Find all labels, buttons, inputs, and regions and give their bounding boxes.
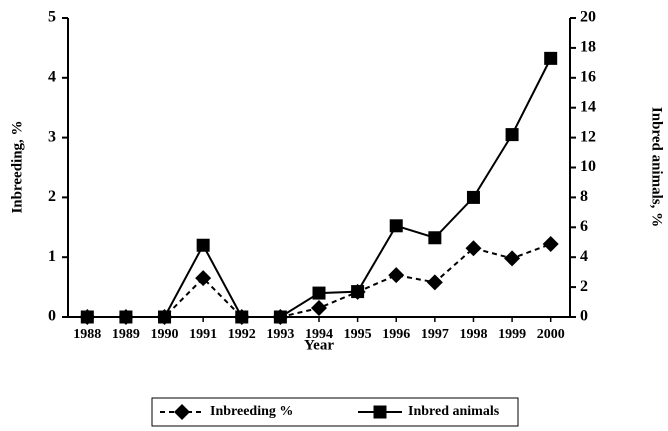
data-point bbox=[465, 240, 482, 257]
data-point bbox=[119, 310, 133, 324]
data-point bbox=[428, 231, 442, 245]
data-point bbox=[80, 310, 94, 324]
x-tick-label: 2000 bbox=[537, 327, 565, 342]
data-point bbox=[505, 128, 519, 142]
x-axis-label: Year bbox=[304, 337, 334, 353]
x-tick-label: 1990 bbox=[151, 327, 179, 342]
series-line bbox=[87, 57, 552, 318]
x-tick-label: 1992 bbox=[228, 327, 256, 342]
data-point bbox=[504, 250, 521, 267]
x-tick-label: 1999 bbox=[498, 327, 526, 342]
y2-tick-label: 2 bbox=[580, 278, 588, 295]
y-tick-label: 1 bbox=[48, 248, 56, 265]
legend-label: Inbreeding % bbox=[210, 404, 293, 419]
y2-tick-label: 10 bbox=[580, 158, 596, 175]
data-point bbox=[542, 236, 559, 253]
data-point bbox=[158, 310, 172, 324]
y2-tick-label: 12 bbox=[580, 128, 596, 145]
data-point bbox=[426, 274, 443, 291]
y2-tick-label: 14 bbox=[580, 98, 596, 115]
x-tick-label: 1997 bbox=[421, 327, 449, 342]
y2-tick-label: 8 bbox=[580, 188, 588, 205]
y-tick-label: 3 bbox=[48, 128, 56, 145]
x-tick-label: 1998 bbox=[459, 327, 487, 342]
x-tick-label: 1996 bbox=[382, 327, 410, 342]
data-point bbox=[466, 190, 480, 204]
x-tick-label: 1991 bbox=[189, 327, 217, 342]
data-point bbox=[235, 310, 249, 324]
x-tick-label: 1988 bbox=[73, 327, 101, 342]
data-point bbox=[195, 270, 212, 287]
data-point bbox=[273, 310, 287, 324]
y2-tick-label: 4 bbox=[580, 248, 588, 265]
x-tick-label: 1995 bbox=[344, 327, 372, 342]
data-point bbox=[311, 300, 327, 317]
y-tick-label: 5 bbox=[48, 9, 56, 26]
y2-tick-label: 0 bbox=[580, 308, 588, 325]
data-point bbox=[351, 285, 365, 299]
x-tick-label: 1994 bbox=[305, 327, 333, 342]
data-point bbox=[389, 219, 403, 233]
data-point bbox=[544, 51, 558, 65]
y2-tick-label: 6 bbox=[580, 218, 588, 235]
legend-marker bbox=[174, 404, 190, 420]
y-tick-label: 0 bbox=[48, 308, 56, 325]
y2-tick-label: 20 bbox=[580, 9, 596, 26]
data-point bbox=[196, 238, 210, 252]
y-axis-label: Inbreeding, % bbox=[9, 120, 25, 213]
y-tick-label: 2 bbox=[48, 188, 56, 205]
legend-marker bbox=[373, 405, 387, 419]
data-point bbox=[312, 286, 326, 300]
x-tick-label: 1993 bbox=[266, 327, 294, 342]
legend-box bbox=[151, 397, 519, 427]
y2-axis-label: Inbred animals, % bbox=[649, 107, 665, 227]
y2-tick-label: 18 bbox=[580, 39, 596, 56]
y-tick-label: 4 bbox=[48, 68, 56, 85]
y2-tick-label: 16 bbox=[580, 68, 596, 85]
legend-label: Inbred animals bbox=[408, 404, 500, 419]
x-tick-label: 1989 bbox=[112, 327, 140, 342]
data-point bbox=[388, 267, 405, 284]
